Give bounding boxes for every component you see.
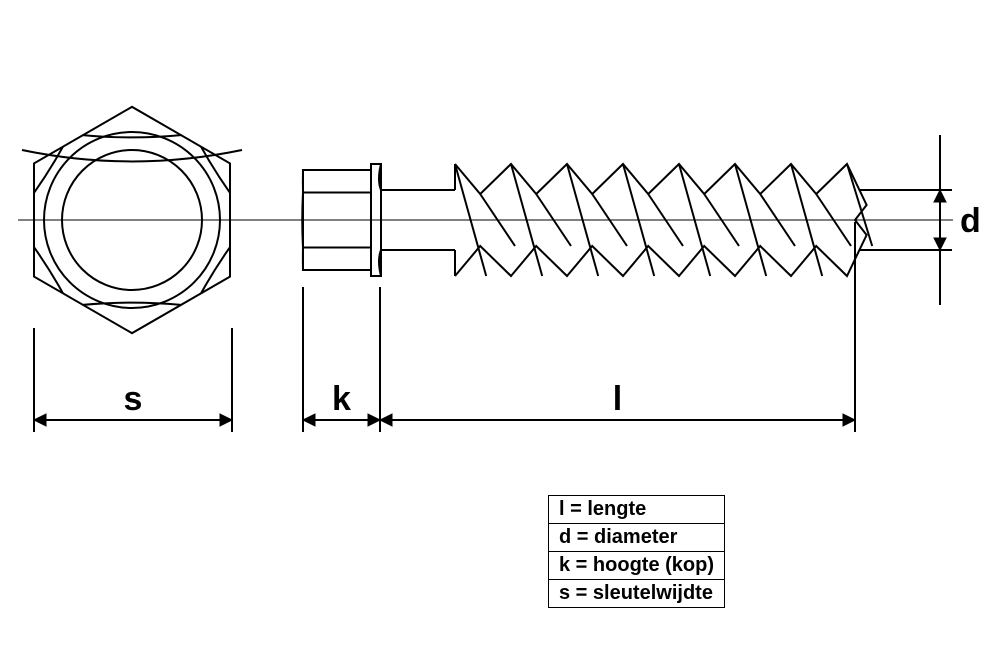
legend-row: k = hoogte (kop) (549, 552, 725, 580)
dim-label-l: l (613, 380, 622, 418)
legend-table: l = lengted = diameterk = hoogte (kop)s … (548, 495, 725, 608)
legend-row: l = lengte (549, 496, 725, 524)
dim-label-s: s (124, 380, 143, 418)
legend-row: d = diameter (549, 524, 725, 552)
legend-row: s = sleutelwijdte (549, 580, 725, 608)
technical-drawing: s k l d (0, 0, 1000, 651)
dim-label-k: k (332, 380, 351, 418)
thread-bottom (455, 220, 867, 276)
dim-label-d: d (960, 202, 981, 240)
